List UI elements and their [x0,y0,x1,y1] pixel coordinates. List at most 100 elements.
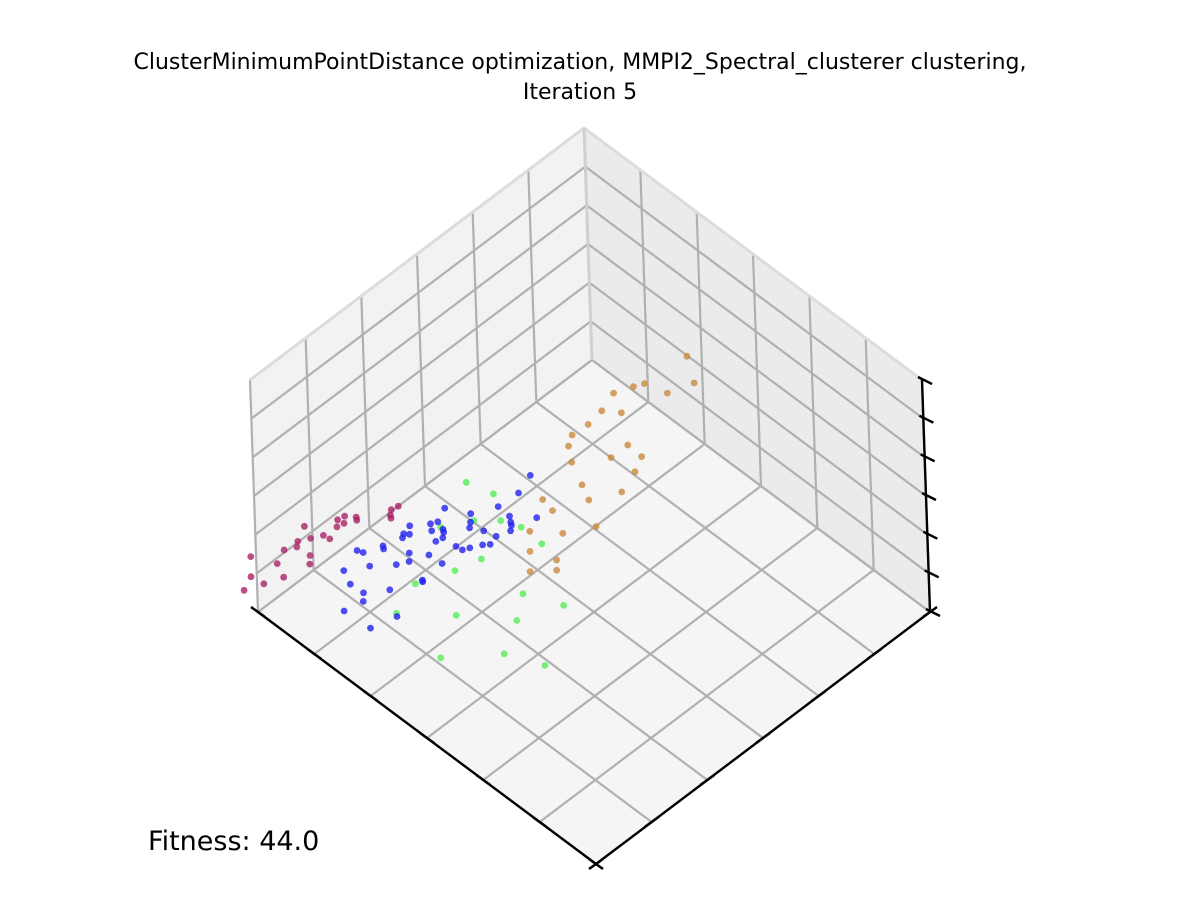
data-point [631,468,639,476]
data-point [441,504,449,512]
z-axis-tick [920,453,936,463]
data-point [480,527,488,535]
data-point [618,409,625,417]
data-point [437,654,445,662]
z-axis-tick [917,375,933,386]
data-point [406,530,413,538]
data-point [553,556,560,564]
data-points [240,352,698,669]
data-point [359,598,367,605]
data-point [452,543,460,550]
data-point [610,389,617,397]
data-point [467,510,475,518]
pane-edge [249,126,585,382]
x-axis-tick [588,858,604,870]
data-point [393,613,401,620]
chart-title-line-1: ClusterMinimumPointDistance optimization… [133,50,1027,75]
y-axis-tick [755,732,771,744]
data-point [340,607,348,615]
data-point [333,523,341,531]
data-point [459,546,466,554]
x-axis-tick [306,648,323,660]
x-axis-tick [531,816,548,828]
pane-edge [582,127,594,361]
data-point [568,431,576,439]
data-point [360,589,367,597]
data-point [515,489,522,497]
data-point [341,512,348,520]
data-point [294,538,302,545]
x-axis-tick [362,690,379,702]
data-point [466,524,473,532]
data-point [405,549,413,557]
data-point [427,520,434,528]
data-point [585,496,593,504]
data-point [306,560,314,568]
x-axis-tick [475,774,492,786]
y-axis-tick [922,606,938,618]
data-point [592,523,600,531]
y-axis-tick [699,774,716,786]
y-axis-tick [643,816,660,828]
data-point [439,534,447,542]
data-point [526,568,534,575]
data-point [432,538,440,545]
data-point [490,490,497,498]
data-point [307,535,314,542]
data-point [247,573,255,581]
data-point [386,586,394,594]
data-point [419,576,426,584]
z-axis-tick [918,414,934,424]
data-point [578,481,586,489]
data-point [462,478,470,486]
data-point [334,516,341,524]
pane-edge [583,126,923,382]
data-point [247,553,255,560]
data-point [526,527,534,535]
data-point [306,552,314,559]
data-point [559,529,567,537]
data-point [641,380,648,387]
data-point [526,548,534,555]
data-point [340,519,348,527]
right-wall-grid-line [584,165,924,420]
data-point [440,528,448,536]
data-point [500,650,508,658]
data-point [367,624,374,632]
data-point [428,527,436,535]
data-point [353,516,361,524]
data-point [478,555,485,563]
fitness-label: Fitness: 44.0 [148,826,320,857]
z-axis-tick [925,607,941,618]
data-point [394,502,402,510]
data-point [492,532,500,540]
data-point [486,541,494,548]
data-point [273,560,281,567]
data-point [539,496,547,503]
data-point [513,617,521,624]
data-point [280,546,288,554]
x-axis-tick [250,606,266,618]
chart-title-line-2: Iteration 5 [522,80,638,105]
data-point [683,352,691,360]
data-point [280,573,288,581]
data-point [519,590,527,598]
data-point [584,421,592,428]
data-point [494,503,502,510]
data-point [346,580,354,588]
data-point [387,514,395,522]
data-point [467,518,474,526]
data-point [405,558,413,565]
data-point [326,535,334,543]
data-point [293,543,301,551]
data-point [630,383,637,390]
floor-grid-line [539,569,875,823]
data-point [479,541,486,549]
data-point [607,454,615,461]
data-point [618,488,626,496]
data-point [565,442,572,450]
data-point [380,545,387,553]
axis-lines [250,375,941,870]
data-point [406,522,414,530]
